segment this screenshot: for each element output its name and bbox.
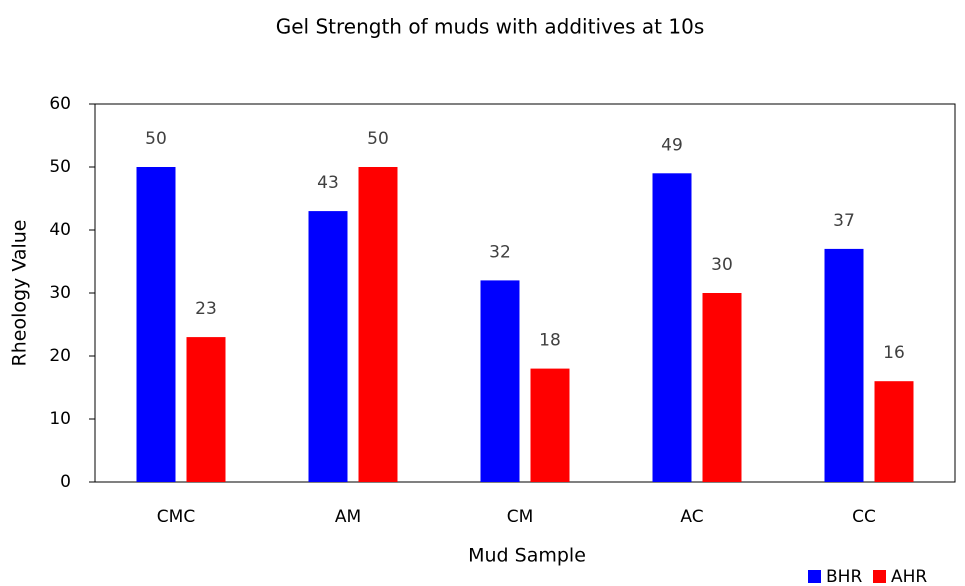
- bar: [186, 337, 226, 482]
- x-tick-label: CC: [852, 507, 876, 527]
- bar: [702, 293, 742, 482]
- legend-label: AHR: [891, 567, 927, 586]
- x-tick-label: CMC: [157, 507, 195, 527]
- bar: [358, 167, 398, 482]
- y-tick-label: 50: [49, 157, 71, 177]
- value-label: 32: [489, 242, 511, 262]
- value-label: 30: [711, 255, 733, 275]
- bar: [530, 368, 570, 482]
- value-label: 50: [145, 129, 167, 149]
- bar: [308, 211, 348, 482]
- y-tick-label: 0: [60, 472, 71, 492]
- legend-label: BHR: [826, 567, 862, 586]
- value-label: 50: [367, 129, 389, 149]
- bar: [652, 173, 692, 483]
- bar: [480, 280, 520, 482]
- value-label: 16: [883, 343, 905, 363]
- chart-title: Gel Strength of muds with additives at 1…: [276, 15, 705, 39]
- x-tick-label: AC: [680, 507, 703, 527]
- y-tick-label: 30: [49, 283, 71, 303]
- x-tick-label: AM: [335, 507, 361, 527]
- y-tick-label: 20: [49, 346, 71, 366]
- y-axis-label: Rheology Value: [9, 220, 31, 367]
- y-tick-label: 60: [49, 94, 71, 114]
- value-label: 18: [539, 331, 561, 351]
- bar: [874, 381, 914, 482]
- bar: [824, 248, 864, 482]
- x-axis-label: Mud Sample: [468, 545, 586, 567]
- legend-swatch: [873, 570, 886, 583]
- x-tick-label: CM: [507, 507, 534, 527]
- value-label: 37: [833, 211, 855, 231]
- bar: [136, 167, 176, 482]
- y-tick-label: 40: [49, 220, 71, 240]
- value-label: 23: [195, 299, 217, 319]
- y-tick-label: 10: [49, 409, 71, 429]
- value-label: 43: [317, 173, 339, 193]
- value-label: 49: [661, 135, 683, 155]
- legend-swatch: [808, 570, 821, 583]
